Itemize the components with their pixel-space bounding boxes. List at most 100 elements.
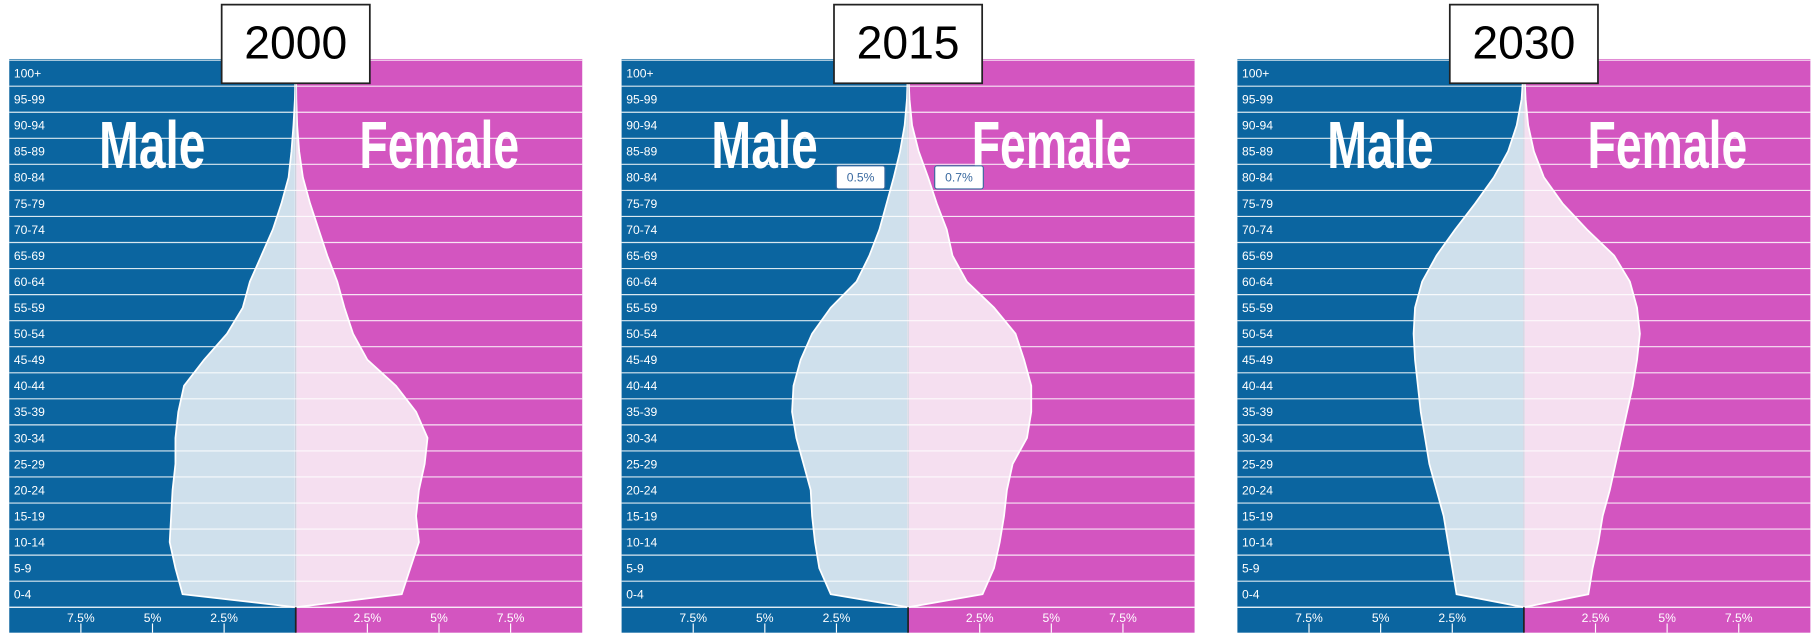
x-tick-label: 7.5%: [1295, 611, 1323, 625]
row-label: 30-34: [626, 431, 657, 445]
chart-title: 2015: [857, 16, 960, 68]
row-label: 85-89: [14, 145, 45, 159]
x-tick-label: 7.5%: [1725, 611, 1753, 625]
row-label: 20-24: [1242, 483, 1273, 497]
row-label: 85-89: [626, 145, 657, 159]
row-label: 95-99: [626, 93, 657, 107]
tooltip-box: [934, 165, 984, 190]
x-tick-label: 5%: [1043, 611, 1061, 625]
row-label: 70-74: [626, 223, 657, 237]
row-label: 80-84: [626, 171, 657, 185]
row-label: 10-14: [1242, 535, 1273, 549]
row-label: 50-54: [14, 327, 45, 341]
x-tick-label: 2.5%: [1582, 611, 1610, 625]
row-label: 40-44: [626, 379, 657, 393]
x-tick-label: 5%: [1372, 611, 1390, 625]
pyramid-panel: 0-4 5-9 10-14 15-19 20-24 25-29 30-34 35-39 40-4…: [1237, 3, 1811, 633]
x-tick-label: 7.5%: [497, 611, 525, 625]
row-label: 75-79: [1242, 197, 1273, 211]
row-label: 50-54: [626, 327, 657, 341]
series-label: Male: [1327, 108, 1433, 183]
row-label: 25-29: [14, 457, 45, 471]
row-label: 90-94: [14, 119, 45, 133]
row-label: 20-24: [626, 483, 657, 497]
row-label: 55-59: [14, 301, 45, 315]
x-tick-label: 2.5%: [1438, 611, 1466, 625]
x-tick-label: 5%: [1658, 611, 1676, 625]
row-label: 45-49: [626, 353, 657, 367]
row-label: 40-44: [1242, 379, 1273, 393]
row-label: 0-4: [626, 588, 644, 602]
series-label: Female: [359, 108, 519, 183]
row-label: 70-74: [1242, 223, 1273, 237]
pyramid-panel: 0-4 5-9 10-14 15-19 20-24 25-29 30-34 35-39 40-4…: [9, 3, 583, 633]
tooltip-label: 0.5%: [847, 171, 875, 185]
x-tick-label: 5%: [144, 611, 162, 625]
row-label: 25-29: [626, 457, 657, 471]
title-box: [1448, 3, 1599, 85]
row-label: 45-49: [1242, 353, 1273, 367]
row-label: 60-64: [1242, 275, 1273, 289]
title-box: [220, 3, 371, 85]
row-label: 75-79: [626, 197, 657, 211]
row-label: 35-39: [14, 405, 45, 419]
x-tick-label: 7.5%: [679, 611, 707, 625]
row-label: 45-49: [14, 353, 45, 367]
row-label: 65-69: [14, 249, 45, 263]
tooltip-label: 0.7%: [945, 171, 973, 185]
row-label: 55-59: [1242, 301, 1273, 315]
x-tick-label: 2.5%: [354, 611, 382, 625]
row-label: 5-9: [14, 562, 32, 576]
row-label: 0-4: [1242, 588, 1260, 602]
row-label: 80-84: [14, 171, 45, 185]
chart-title: 2000: [244, 16, 347, 68]
row-label: 5-9: [1242, 562, 1260, 576]
row-label: 75-79: [14, 197, 45, 211]
row-label: 50-54: [1242, 327, 1273, 341]
row-label: 100+: [14, 67, 41, 81]
title-box: [833, 3, 984, 85]
series-label: Male: [99, 108, 205, 183]
row-label: 35-39: [1242, 405, 1273, 419]
row-label: 55-59: [626, 301, 657, 315]
x-tick-label: 2.5%: [823, 611, 851, 625]
x-tick-label: 7.5%: [1109, 611, 1137, 625]
row-label: 95-99: [1242, 93, 1273, 107]
row-label: 10-14: [14, 535, 45, 549]
x-tick-label: 5%: [430, 611, 448, 625]
row-label: 35-39: [626, 405, 657, 419]
row-label: 0-4: [14, 588, 32, 602]
x-tick-label: 2.5%: [966, 611, 994, 625]
row-label: 90-94: [626, 119, 657, 133]
series-label: Female: [1588, 108, 1748, 183]
pyramid-panel: 0-4 5-9 10-14 15-19 20-24 25-29 30-34 35-39 40-4…: [621, 3, 1195, 633]
row-label: 65-69: [1242, 249, 1273, 263]
row-label: 30-34: [1242, 431, 1273, 445]
series-label: Female: [972, 108, 1132, 183]
row-label: 40-44: [14, 379, 45, 393]
row-label: 15-19: [626, 509, 657, 523]
x-tick-label: 5%: [756, 611, 774, 625]
chart-title: 2030: [1472, 16, 1575, 68]
row-label: 100+: [1242, 67, 1269, 81]
row-label: 90-94: [1242, 119, 1273, 133]
row-label: 15-19: [14, 509, 45, 523]
row-label: 60-64: [14, 275, 45, 289]
row-label: 5-9: [626, 562, 644, 576]
row-label: 95-99: [14, 93, 45, 107]
row-label: 60-64: [626, 275, 657, 289]
row-label: 100+: [626, 67, 653, 81]
series-label: Male: [711, 108, 817, 183]
row-label: 70-74: [14, 223, 45, 237]
row-label: 30-34: [14, 431, 45, 445]
row-label: 15-19: [1242, 509, 1273, 523]
row-label: 20-24: [14, 483, 45, 497]
row-label: 25-29: [1242, 457, 1273, 471]
x-tick-label: 2.5%: [210, 611, 238, 625]
row-label: 10-14: [626, 535, 657, 549]
row-label: 65-69: [626, 249, 657, 263]
x-tick-label: 7.5%: [67, 611, 95, 625]
row-label: 80-84: [1242, 171, 1273, 185]
